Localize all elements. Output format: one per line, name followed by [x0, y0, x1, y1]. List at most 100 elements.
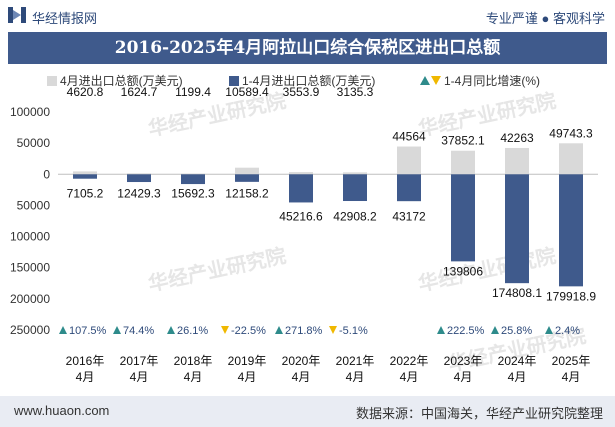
- x-tick-label: 4月: [454, 370, 473, 384]
- data-label-cumulative: 15692.3: [171, 186, 215, 200]
- growth-label: -22.5%: [231, 325, 266, 337]
- bar-monthly: [559, 143, 583, 175]
- y-tick-label: 100000: [10, 105, 50, 119]
- bar-cumulative: [451, 174, 475, 262]
- bar-cumulative: [181, 174, 205, 185]
- x-tick-label: 4月: [238, 370, 257, 384]
- x-tick-label: 2025年: [552, 354, 591, 368]
- bar-monthly: [397, 146, 421, 175]
- growth-up-arrow-icon: [113, 326, 121, 334]
- data-label-monthly: 49743.3: [549, 126, 593, 140]
- y-tick-label: 50000: [17, 136, 51, 150]
- y-tick-label: 100000: [10, 230, 50, 244]
- watermark-text: 华经产业研究院: [146, 243, 288, 296]
- growth-up-arrow-icon: [437, 326, 445, 334]
- data-label-cumulative: 43172: [392, 209, 426, 223]
- x-tick-label: 2024年: [498, 354, 537, 368]
- y-tick-label: 50000: [17, 198, 51, 212]
- growth-down-arrow-icon: [221, 326, 229, 334]
- growth-label: 271.8%: [285, 325, 323, 337]
- bar-cumulative: [289, 174, 313, 203]
- legend-label-monthly: 4月进出口总额(万美元): [60, 74, 183, 88]
- bar-cumulative: [235, 174, 259, 182]
- data-source: 数据来源：中国海关，华经产业研究院整理: [355, 406, 603, 421]
- title-bar: 2016-2025年4月阿拉山口综合保税区进出口总额: [8, 32, 607, 64]
- data-label-cumulative: 7105.2: [67, 186, 104, 200]
- growth-up-arrow-icon: [167, 326, 175, 334]
- bar-monthly: [73, 171, 97, 175]
- x-tick-label: 4月: [346, 370, 365, 384]
- growth-label: 107.5%: [69, 325, 107, 337]
- x-tick-label: 2021年: [336, 354, 375, 368]
- growth-label: 2.4%: [555, 325, 580, 337]
- bar-monthly: [343, 172, 367, 175]
- watermark-text: 华经产业研究院: [416, 88, 558, 141]
- x-tick-label: 4月: [292, 370, 311, 384]
- x-tick-label: 2022年: [390, 354, 429, 368]
- growth-label: 222.5%: [447, 325, 485, 337]
- bar-cumulative: [127, 174, 151, 183]
- legend-marker-growth-down: [431, 76, 441, 85]
- x-tick-label: 4月: [130, 370, 149, 384]
- y-tick-label: 150000: [10, 261, 50, 275]
- growth-up-arrow-icon: [545, 326, 553, 334]
- legend-marker-growth-up: [420, 76, 430, 85]
- growth-up-arrow-icon: [59, 326, 67, 334]
- x-tick-label: 2019年: [228, 354, 267, 368]
- data-label-monthly: 10589.4: [225, 85, 269, 99]
- legend-swatch-monthly: [47, 76, 57, 86]
- footer-bar: www.huaon.com 数据来源：中国海关，华经产业研究院整理: [0, 396, 615, 427]
- site-slogan: 专业严谨 ● 客观科学: [485, 11, 605, 26]
- growth-up-arrow-icon: [491, 326, 499, 334]
- y-tick-label: 250000: [10, 323, 50, 337]
- legend-label-growth: 1-4月同比增速(%): [444, 74, 540, 88]
- data-label-monthly: 3553.9: [283, 85, 320, 99]
- x-tick-label: 2018年: [174, 354, 213, 368]
- x-tick-label: 2016年: [66, 354, 105, 368]
- top-bar: 华经情报网 专业严谨 ● 客观科学: [0, 0, 615, 30]
- bar-monthly: [289, 172, 313, 175]
- x-tick-label: 4月: [76, 370, 95, 384]
- y-tick-label: 200000: [10, 292, 50, 306]
- data-label-monthly: 44564: [392, 130, 426, 144]
- growth-down-arrow-icon: [329, 326, 337, 334]
- bar-monthly: [127, 173, 151, 175]
- growth-label: 74.4%: [123, 325, 154, 337]
- x-tick-label: 2023年: [444, 354, 483, 368]
- growth-up-arrow-icon: [275, 326, 283, 334]
- x-tick-label: 4月: [184, 370, 203, 384]
- data-label-cumulative: 42908.2: [333, 209, 377, 223]
- data-label-cumulative: 179918.9: [546, 289, 596, 303]
- bar-monthly: [505, 147, 529, 175]
- growth-label: -5.1%: [339, 325, 368, 337]
- growth-label: 25.8%: [501, 325, 532, 337]
- bar-cumulative: [343, 174, 367, 202]
- growth-label: 26.1%: [177, 325, 208, 337]
- bar-cumulative: [559, 174, 583, 287]
- bar-cumulative: [397, 174, 421, 202]
- x-tick-label: 2020年: [282, 354, 321, 368]
- site-url-link[interactable]: www.huaon.com: [14, 403, 110, 418]
- data-label-cumulative: 12429.3: [117, 186, 161, 200]
- site-name: 华经情报网: [32, 11, 98, 26]
- data-label-monthly: 37852.1: [441, 134, 485, 148]
- bar-cumulative: [505, 174, 529, 284]
- huajing-logo-icon: [8, 7, 26, 23]
- bar-cumulative: [73, 174, 97, 179]
- legend-swatch-cumulative: [229, 76, 239, 86]
- legend-label-cumulative: 1-4月进出口总额(万美元): [242, 74, 375, 88]
- x-tick-label: 4月: [562, 370, 581, 384]
- data-label-monthly: 4620.8: [67, 85, 104, 99]
- x-tick-label: 2017年: [120, 354, 159, 368]
- chart-title: 2016-2025年4月阿拉山口综合保税区进出口总额: [114, 38, 501, 58]
- y-tick-label: 0: [43, 167, 50, 181]
- data-label-monthly: 3135.3: [337, 85, 374, 99]
- data-label-monthly: 1624.7: [121, 85, 158, 99]
- data-label-cumulative: 174808.1: [492, 286, 542, 300]
- data-label-monthly: 42263: [500, 131, 534, 145]
- x-tick-label: 4月: [508, 370, 527, 384]
- data-label-cumulative: 45216.6: [279, 209, 323, 223]
- data-label-monthly: 1199.4: [175, 85, 211, 99]
- bar-monthly: [235, 167, 259, 175]
